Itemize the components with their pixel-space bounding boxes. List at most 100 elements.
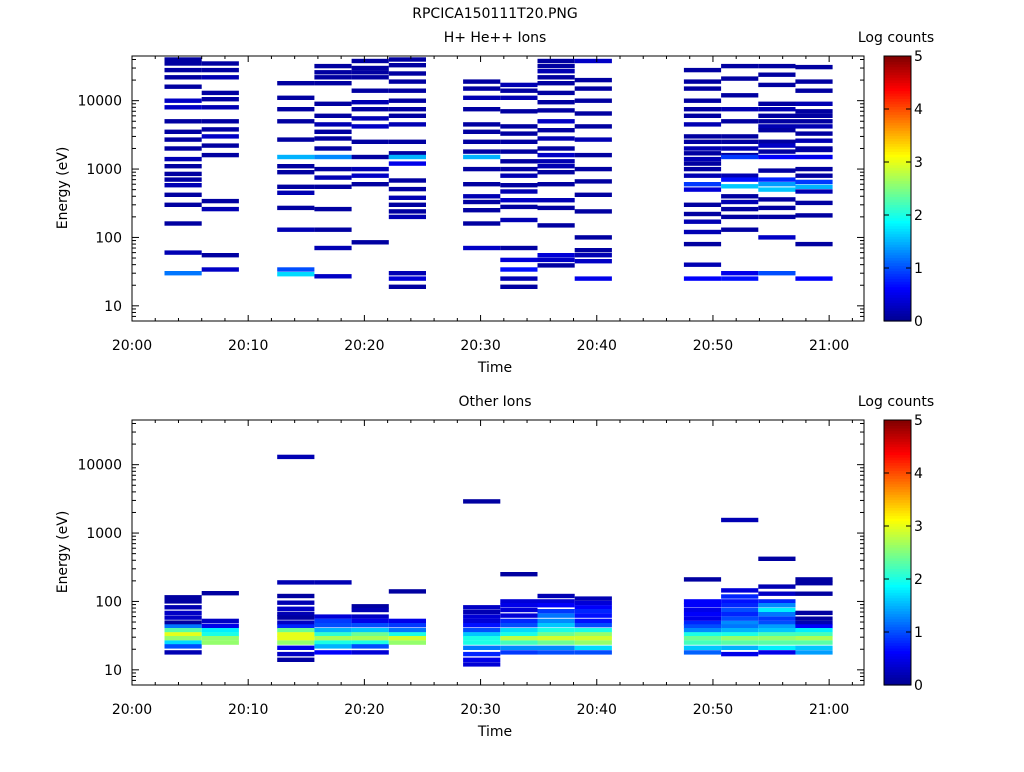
spectrogram-cell: [463, 645, 501, 650]
colorbar-tick-label: 1: [914, 261, 923, 277]
spectrogram-cell: [795, 109, 833, 114]
spectrogram-cell: [500, 618, 538, 624]
spectrogram-cell: [463, 623, 501, 628]
spectrogram-cell: [537, 100, 575, 105]
spectrogram-cell: [201, 97, 239, 102]
colorbar-segment: [884, 204, 911, 208]
spectrogram-cell: [463, 605, 501, 610]
colorbar-segment: [884, 650, 911, 654]
spectrogram-cell: [683, 219, 722, 224]
y-tick-label: 100: [95, 594, 122, 610]
spectrogram-cell: [758, 556, 796, 561]
spectrogram-cell: [201, 105, 239, 110]
spectrogram-cell: [277, 164, 315, 169]
colorbar-segment: [884, 637, 911, 641]
spectrogram-cell: [201, 61, 239, 66]
spectrogram-cell: [537, 90, 575, 96]
spectrogram-cell: [795, 616, 833, 621]
spectrogram-cell: [314, 166, 352, 172]
spectrogram-cell: [537, 198, 575, 203]
colorbar-segment: [884, 483, 911, 487]
colorbar-segment: [884, 658, 911, 662]
spectrogram-cell: [721, 616, 759, 621]
spectrogram-cell: [795, 179, 833, 185]
spectrogram-cell: [500, 173, 538, 178]
colorbar-segment: [884, 148, 911, 152]
spectrogram-cell: [388, 98, 426, 103]
spectrogram-cell: [277, 190, 315, 195]
colorbar-segment: [884, 114, 911, 118]
spectrogram-cell: [795, 184, 833, 189]
colorbar-segment: [884, 568, 911, 572]
spectrogram-cell: [500, 139, 538, 144]
spectrogram-cell: [463, 628, 501, 633]
spectrogram-cell: [500, 88, 538, 93]
colorbar-segment: [884, 270, 911, 274]
colorbar-segment: [884, 579, 911, 583]
colorbar-segment: [884, 294, 911, 298]
spectrogram-cell: [795, 650, 833, 655]
colorbar-segment: [884, 430, 911, 434]
spectrogram-cell: [388, 628, 426, 633]
colorbar-tick-label: 3: [914, 519, 923, 535]
spectrogram-cell: [795, 138, 833, 143]
spectrogram-cell: [500, 109, 538, 114]
spectrogram-cell: [683, 79, 722, 84]
spectrogram-cell: [795, 213, 833, 218]
spectrogram-cell: [574, 628, 612, 633]
spectrogram-cell: [574, 259, 612, 264]
spectrogram-cell: [388, 79, 426, 84]
colorbar-segment: [884, 632, 911, 636]
spectrogram-cells: [164, 57, 833, 289]
spectrogram-cell: [537, 263, 575, 268]
spectrogram-cell: [721, 603, 759, 608]
spectrogram-cell: [201, 628, 239, 633]
axis-ticks: 20:00 20:10 20:20 20:30 20:40 20:50 21:00 10 100…: [77, 420, 864, 718]
spectrogram-cell: [277, 454, 315, 460]
spectrogram-cell: [537, 613, 575, 618]
spectrogram-cell: [500, 599, 538, 604]
spectrogram-cell: [277, 227, 315, 232]
spectrogram-cell: [201, 623, 239, 628]
spectrogram-cell: [164, 171, 202, 177]
colorbar-segment: [884, 541, 911, 546]
colorbar-segment: [884, 106, 911, 110]
spectrogram-cell: [795, 577, 833, 582]
colorbar-segment: [884, 459, 911, 463]
colorbar-segment: [884, 318, 911, 322]
spectrogram-cell: [277, 170, 315, 175]
colorbar-segment: [884, 677, 911, 681]
colorbar-segment: [884, 520, 911, 524]
colorbar-segment: [884, 193, 911, 198]
spectrogram-cell: [574, 179, 612, 184]
colorbar-segment: [884, 618, 911, 622]
spectrogram-cell: [758, 584, 796, 589]
spectrogram-cell: [758, 149, 796, 154]
spectrogram-cell: [795, 591, 833, 596]
spectrogram-cell: [500, 124, 538, 129]
colorbar-segment: [884, 645, 911, 649]
spectrogram-cell: [164, 183, 202, 188]
spectrogram-cell: [795, 636, 833, 641]
y-tick-label: 10000: [77, 458, 122, 474]
y-axis-label: Energy (eV): [55, 147, 71, 230]
spectrogram-cell: [537, 650, 575, 655]
spectrogram-cell: [721, 645, 759, 650]
spectrogram-cell: [463, 221, 501, 226]
spectrogram-cell: [164, 620, 202, 625]
spectrogram-cell: [500, 204, 538, 210]
colorbar-frame: [883, 419, 912, 686]
colorbar-segment: [884, 212, 911, 216]
colorbar-segment: [884, 188, 911, 192]
colorbar-segment: [884, 162, 911, 166]
colorbar-segment: [884, 467, 911, 471]
spectrogram-cell: [500, 198, 538, 203]
spectrogram-cell: [537, 58, 575, 64]
colorbar-segment: [884, 586, 911, 591]
colorbar-segment: [884, 634, 911, 638]
spectrogram-cell: [683, 607, 722, 613]
colorbar-segment: [884, 246, 911, 251]
spectrogram-cell: [721, 93, 759, 98]
spectrogram-cell: [314, 113, 352, 118]
spectrogram-cell: [388, 284, 426, 289]
